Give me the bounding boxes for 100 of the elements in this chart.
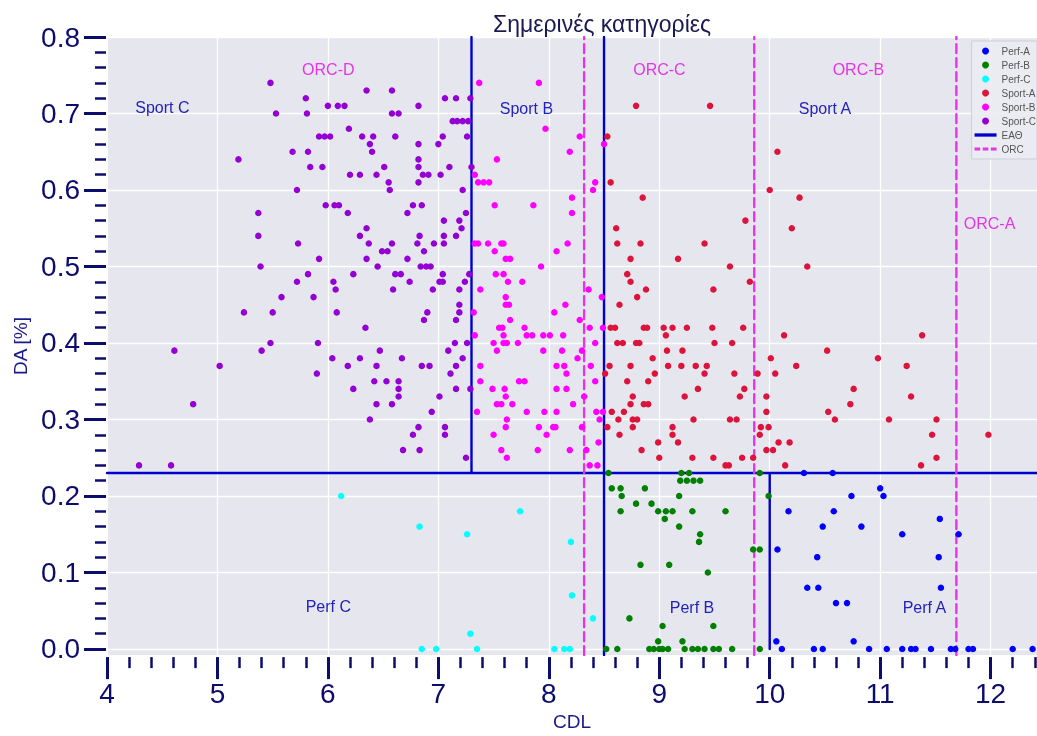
point <box>701 645 708 653</box>
point <box>756 546 764 553</box>
point <box>568 592 576 599</box>
point <box>654 508 662 515</box>
point <box>603 645 610 653</box>
y-tick-label: 0.0 <box>41 633 80 665</box>
point <box>665 561 673 569</box>
point <box>608 485 616 492</box>
point <box>1029 645 1036 653</box>
point <box>679 638 686 645</box>
point <box>969 645 977 653</box>
x-tick-label: 6 <box>320 677 336 709</box>
annotation: Perf B <box>669 598 715 616</box>
point <box>832 599 840 607</box>
point <box>710 645 717 653</box>
x-tick-label: 10 <box>754 677 786 709</box>
point <box>694 645 702 653</box>
point <box>418 645 426 653</box>
annotation: ORC-A <box>963 214 1016 232</box>
point <box>677 477 684 484</box>
point <box>675 492 683 500</box>
annotation: Sport A <box>798 99 852 117</box>
x-tick-label: 11 <box>865 677 895 709</box>
y-axis-title: DA [%] <box>10 317 32 376</box>
point <box>1009 645 1016 653</box>
point <box>654 638 662 645</box>
point <box>661 515 669 523</box>
point <box>848 492 855 500</box>
point <box>810 645 818 653</box>
point <box>637 561 644 569</box>
annotation: ORC-C <box>633 60 686 78</box>
point <box>551 645 558 653</box>
point <box>473 645 481 653</box>
point <box>819 645 826 653</box>
x-tick-label: 9 <box>651 677 668 709</box>
point <box>773 638 780 645</box>
point <box>662 508 670 515</box>
point <box>765 492 772 500</box>
y-tick-label: 0.1 <box>41 556 80 588</box>
point <box>774 546 781 553</box>
legend-label: ORC <box>1001 143 1024 155</box>
point <box>749 546 757 553</box>
point <box>567 538 575 546</box>
point <box>815 584 822 592</box>
legend-label: Sport-C <box>1001 115 1036 127</box>
point <box>778 645 786 653</box>
point <box>880 492 887 500</box>
point <box>685 469 693 477</box>
point <box>632 500 640 507</box>
point <box>664 645 672 653</box>
point <box>696 477 704 484</box>
point <box>756 645 764 653</box>
point <box>516 508 524 515</box>
y-tick-label: 0.8 <box>41 21 80 53</box>
point <box>690 477 697 484</box>
point <box>843 599 851 607</box>
point <box>756 469 764 477</box>
y-tick-label: 0.5 <box>41 250 80 282</box>
point <box>704 569 712 576</box>
point <box>675 523 683 530</box>
point <box>605 469 612 477</box>
point <box>804 584 811 592</box>
x-tick-label: 12 <box>975 677 1007 709</box>
point <box>912 645 919 653</box>
x-tick-label: 8 <box>541 677 557 709</box>
point <box>463 530 471 538</box>
point <box>819 523 826 530</box>
annotation: Sport C <box>135 99 190 117</box>
y-tick-label: 0.7 <box>41 98 80 129</box>
point <box>830 508 838 515</box>
point <box>899 530 906 538</box>
annotation: ORC-B <box>832 60 885 78</box>
point <box>785 508 792 515</box>
point <box>617 485 624 492</box>
point <box>899 645 906 653</box>
point <box>669 508 676 515</box>
legend-label: Perf-B <box>1001 59 1031 71</box>
point <box>936 515 944 523</box>
point <box>952 645 959 653</box>
point <box>589 615 597 622</box>
point <box>614 645 621 653</box>
point <box>659 622 666 630</box>
y-tick-label: 0.6 <box>41 174 80 206</box>
x-axis-title: CDL <box>552 711 592 732</box>
point <box>618 492 625 500</box>
point <box>681 645 688 653</box>
point <box>561 645 568 653</box>
point <box>715 645 723 653</box>
point <box>935 553 942 561</box>
y-tick-label: 0.3 <box>41 403 80 435</box>
point <box>927 645 935 653</box>
point <box>876 485 884 492</box>
point <box>695 538 703 546</box>
point <box>710 622 717 630</box>
point <box>648 500 655 507</box>
legend-label: Perf-A <box>1001 45 1031 57</box>
point <box>566 645 574 653</box>
point <box>432 645 440 653</box>
point <box>865 645 873 653</box>
annotation: Sport B <box>499 99 554 117</box>
